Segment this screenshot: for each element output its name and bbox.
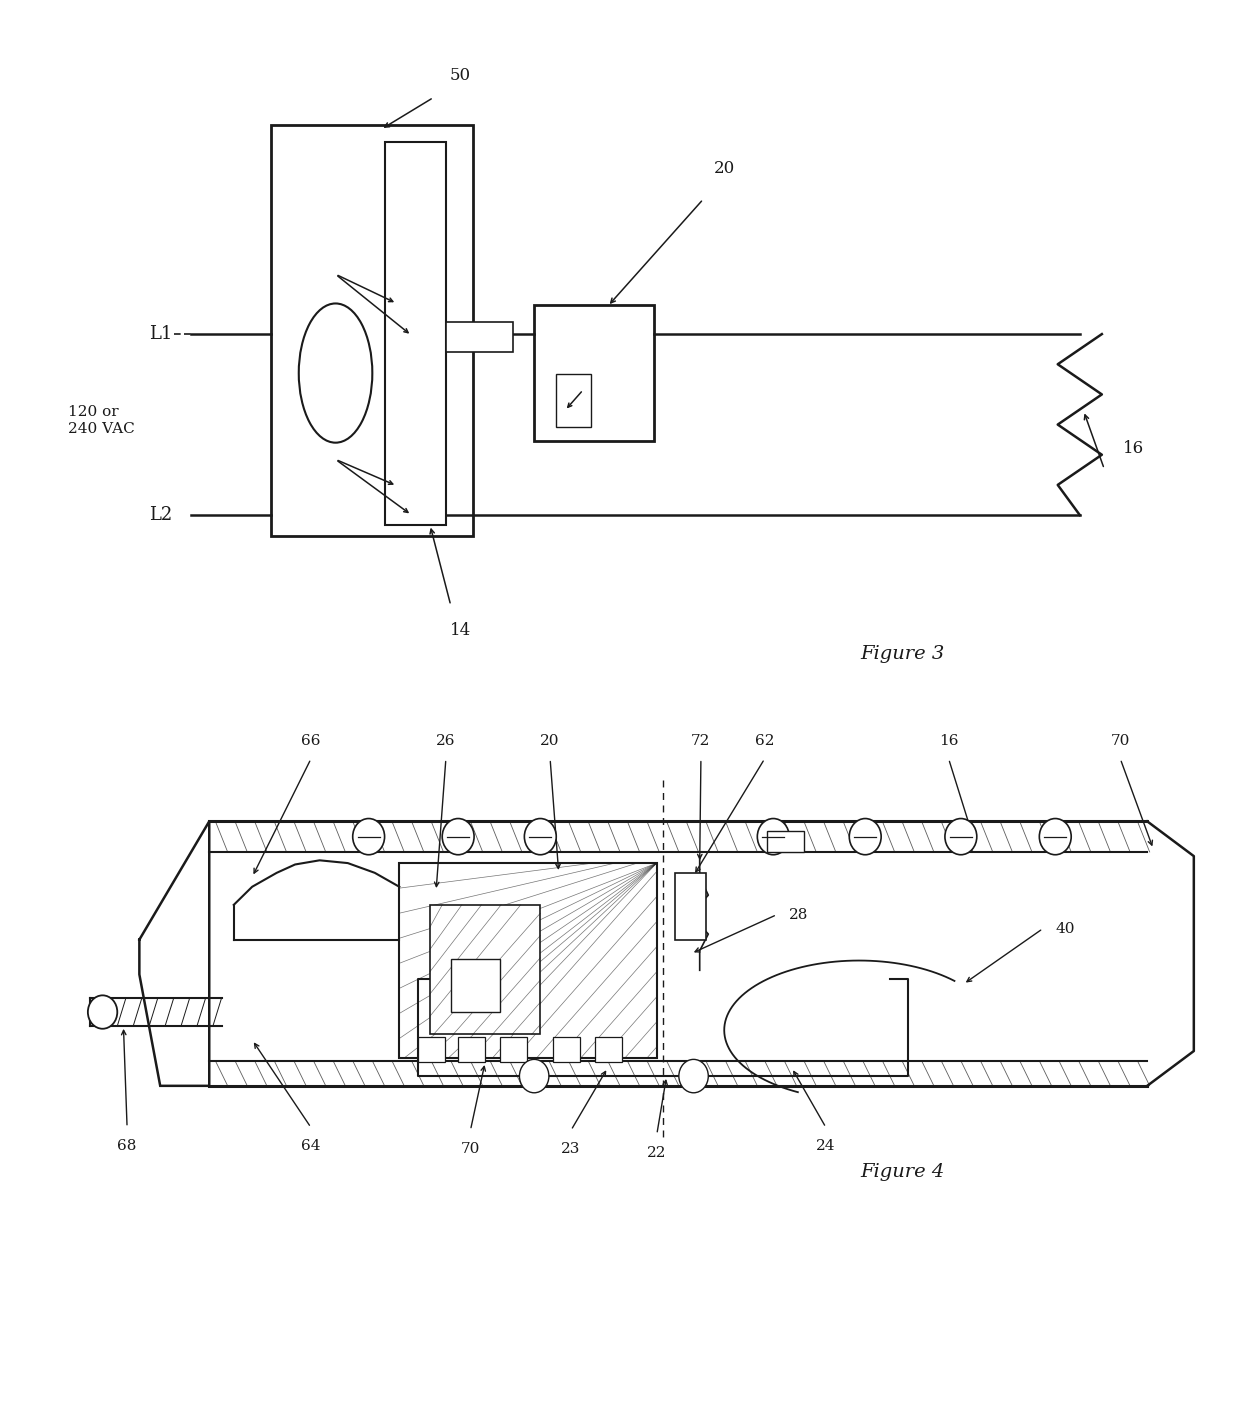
- Text: 72: 72: [691, 734, 711, 748]
- Text: 64: 64: [301, 1139, 321, 1153]
- Bar: [675, 873, 706, 939]
- Text: 62: 62: [755, 734, 775, 748]
- Bar: [557, 374, 590, 427]
- Bar: [446, 322, 513, 352]
- Bar: [500, 1038, 527, 1062]
- Text: 120 or
240 VAC: 120 or 240 VAC: [68, 405, 135, 436]
- Circle shape: [1039, 818, 1071, 855]
- Bar: [553, 1038, 579, 1062]
- Circle shape: [945, 818, 977, 855]
- Text: L1: L1: [149, 325, 172, 343]
- Text: Figure 3: Figure 3: [859, 645, 944, 664]
- Circle shape: [352, 818, 384, 855]
- Text: 14: 14: [450, 623, 471, 640]
- Bar: [534, 305, 655, 441]
- Circle shape: [525, 818, 557, 855]
- Text: 68: 68: [118, 1139, 136, 1153]
- Text: 20: 20: [713, 160, 735, 177]
- Bar: [418, 1038, 445, 1062]
- Bar: [384, 142, 446, 524]
- Text: 70: 70: [461, 1142, 480, 1156]
- Text: 28: 28: [789, 908, 808, 921]
- Circle shape: [520, 1059, 549, 1092]
- Text: 26: 26: [436, 734, 455, 748]
- Text: 20: 20: [541, 734, 560, 748]
- Circle shape: [88, 995, 118, 1029]
- Bar: [595, 1038, 622, 1062]
- Circle shape: [758, 818, 789, 855]
- Bar: [430, 905, 541, 1035]
- Circle shape: [678, 1059, 708, 1092]
- Text: 16: 16: [1122, 440, 1143, 457]
- Bar: [458, 1038, 485, 1062]
- Text: L2: L2: [149, 506, 172, 524]
- Bar: [768, 831, 804, 852]
- Text: 40: 40: [1055, 921, 1075, 935]
- Text: Figure 4: Figure 4: [859, 1163, 944, 1181]
- Text: 22: 22: [647, 1146, 667, 1160]
- Circle shape: [849, 818, 882, 855]
- Text: 24: 24: [816, 1139, 836, 1153]
- Circle shape: [443, 818, 474, 855]
- Bar: [270, 125, 472, 536]
- Text: 23: 23: [562, 1142, 580, 1156]
- Text: 50: 50: [450, 66, 471, 83]
- Bar: [451, 959, 500, 1012]
- Ellipse shape: [299, 304, 372, 443]
- Text: 66: 66: [301, 734, 321, 748]
- Bar: [399, 863, 657, 1057]
- Text: 70: 70: [1111, 734, 1130, 748]
- Text: 16: 16: [939, 734, 959, 748]
